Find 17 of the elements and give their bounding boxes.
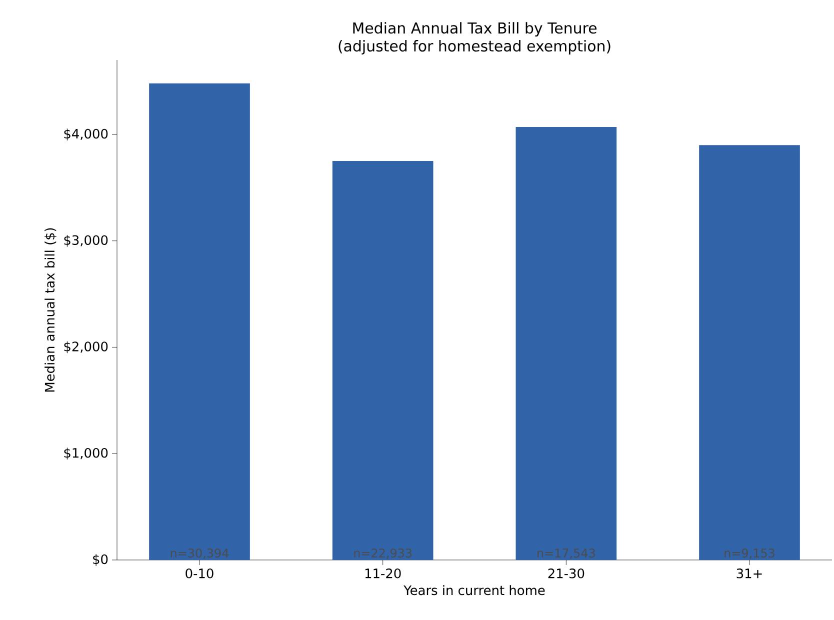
x-tick-label: 21-30 (548, 568, 584, 578)
x-axis-title: Years in current home (404, 585, 545, 596)
x-tick-label: 11-20 (365, 568, 401, 578)
chart-title: Median Annual Tax Bill by Tenure (353, 22, 596, 37)
annotation: n=22,933 (354, 548, 412, 559)
y-tick-label: $2,000 (64, 341, 108, 354)
chart-subtitle: (adjusted for homestead exemption) (338, 40, 610, 54)
y-tick-label: $1,000 (64, 448, 108, 460)
x-tick-label: 0-10 (186, 568, 214, 578)
y-axis-title: Median annual tax bill ($) (44, 228, 56, 392)
y-tick-label: $4,000 (64, 128, 108, 140)
annotation: n=17,543 (538, 548, 595, 559)
x-tick-label: 31+ (736, 568, 762, 578)
annotation: n=30,394 (170, 548, 229, 559)
annotation: n=9,153 (724, 548, 774, 559)
y-tick-label: $3,000 (64, 234, 108, 247)
y-tick-label: $0 (93, 554, 108, 566)
